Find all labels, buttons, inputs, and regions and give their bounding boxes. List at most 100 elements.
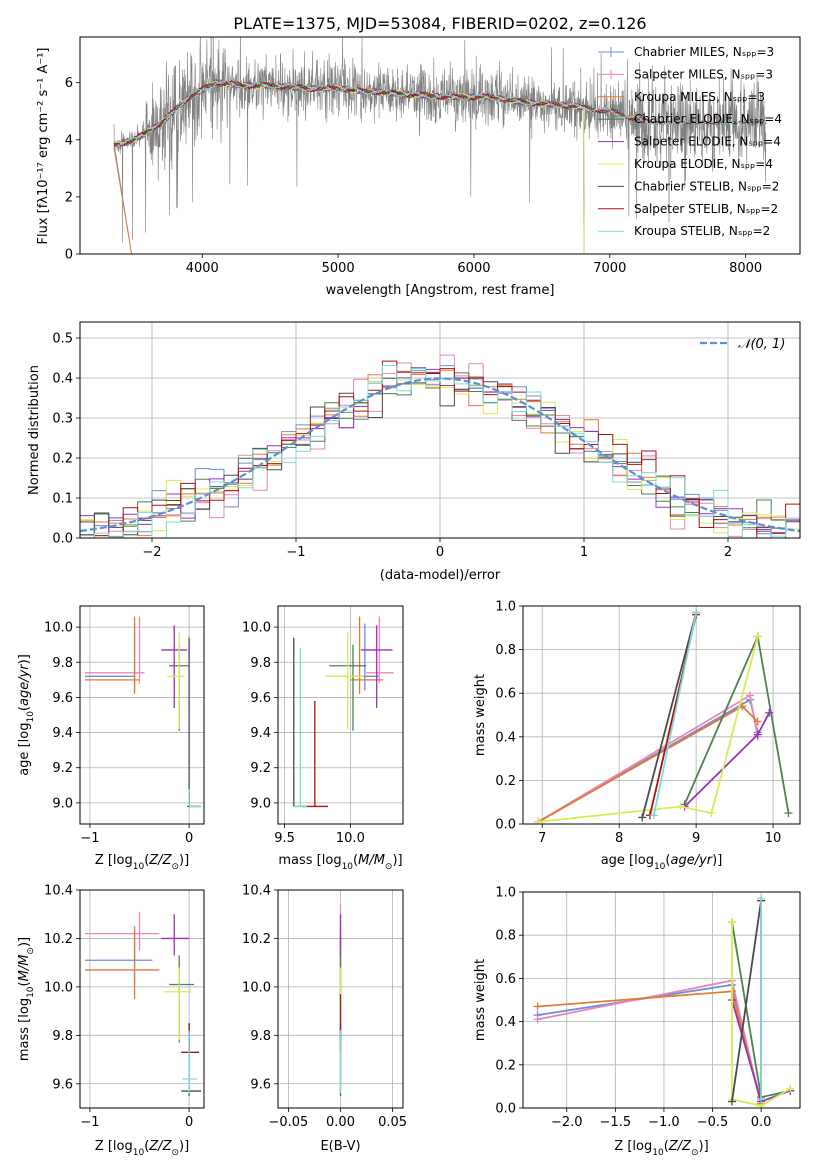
y-tick-label: 9.8	[52, 1029, 73, 1044]
x-tick-label: 8000	[729, 261, 762, 276]
errorbar-kroupa-stelib	[293, 648, 307, 808]
errorbar-kroupa-miles	[84, 616, 140, 694]
figure-title: PLATE=1375, MJD=53084, FIBERID=0202, z=0…	[233, 14, 646, 33]
series-line	[731, 922, 791, 1107]
legend-label: 𝒩(0, 1)	[738, 337, 785, 352]
y-tick-label: 0.3	[52, 412, 73, 427]
x-tick-label: 0.0	[751, 1115, 772, 1130]
legend-label: Kroupa ELODIE, Nₛₚₚ=4	[634, 157, 773, 171]
weight-vs-age-plot-area	[534, 608, 793, 824]
x-tick-label: −1	[286, 545, 305, 560]
series-kroupa-elodie	[534, 632, 762, 824]
legend-label: Kroupa MILES, Nₛₚₚ=3	[634, 90, 765, 104]
y-tick-label: 0.0	[52, 532, 73, 547]
series-line	[537, 979, 762, 1107]
observed-spectrum-line	[113, 37, 767, 244]
y-tick-label: 0.4	[52, 372, 73, 387]
spectrum-plot-area	[113, 37, 767, 254]
series-salpeter-miles	[533, 976, 766, 1108]
series-kroupa-stelib	[649, 608, 701, 820]
histogram-chabrier-stelib	[80, 367, 800, 536]
legend-label: Salpeter ELODIE, Nₛₚₚ=4	[634, 135, 781, 149]
x-tick-label: −1	[80, 1115, 99, 1130]
age-vs-Z-axes: −1 0 9.0 9.2 9.4 9.6 9.8 10.0	[44, 605, 205, 846]
y-axis-label: Flux [fλ10⁻¹⁷ erg cm⁻² s⁻¹ A⁻¹]	[36, 48, 51, 245]
x-tick-label: 4000	[186, 261, 219, 276]
y-tick-label: 0.0	[495, 1102, 516, 1117]
y-tick-label: 9.6	[250, 1077, 271, 1092]
y-tick-label: 0.4	[495, 730, 516, 745]
axes-frame	[277, 605, 404, 825]
x-axis-label: wavelength [Angstrom, rest frame]	[326, 283, 555, 298]
y-tick-label: 0.1	[52, 492, 73, 507]
y-tick-label: 9.0	[250, 796, 271, 811]
errorbar-salpeter-elodie	[360, 625, 393, 708]
y-tick-label: 9.2	[52, 761, 73, 776]
y-tick-label: 0.4	[495, 1015, 516, 1030]
legend-label: Chabrier ELODIE, Nₛₚₚ=4	[634, 112, 782, 126]
y-tick-label: 0.6	[495, 972, 516, 987]
x-axis-label: Z [log10(Z/Z⊙)]	[95, 853, 189, 872]
series-chabrier-elodie	[680, 632, 793, 818]
model-spectrum-kroupa-stelib	[113, 79, 767, 148]
gaussian-curve	[80, 377, 800, 533]
errorbar-kroupa-miles	[84, 926, 160, 999]
age-vs-Z-plot-area	[84, 616, 202, 808]
series-line	[641, 612, 697, 818]
errorbar-salpeter-stelib	[181, 1023, 200, 1053]
age-vs-mass-plot-area	[293, 616, 394, 808]
mass-vs-Z-plot-area	[84, 911, 202, 1096]
y-axis-label: mass weight	[473, 674, 488, 756]
weight-vs-age-axes: 7 8 9 10 0.0 0.2 0.4 0.6 0.8 1.0	[495, 600, 801, 846]
y-tick-label: 0.0	[495, 818, 516, 833]
x-tick-label: 6000	[457, 261, 490, 276]
y-tick-label: 9.8	[250, 656, 271, 671]
errorbar-salpeter-miles	[84, 911, 160, 951]
y-tick-label: 10.0	[44, 621, 73, 636]
y-tick-label: 10.4	[44, 884, 73, 899]
residuals-plot-area	[80, 354, 800, 538]
series-line	[537, 983, 762, 1104]
errorbar-kroupa-elodie	[325, 632, 364, 730]
errorbar-salpeter-elodie	[161, 914, 190, 956]
y-tick-label: 10.0	[242, 980, 271, 995]
y-tick-label: 10.0	[242, 621, 271, 636]
y-tick-label: 9.0	[52, 796, 73, 811]
y-tick-label: 0	[65, 248, 73, 263]
series-salpeter-elodie	[680, 708, 774, 811]
y-tick-label: 1.0	[495, 600, 516, 615]
x-tick-label: 10	[765, 831, 782, 846]
y-tick-label: 0.6	[495, 687, 516, 702]
errorbar-kroupa-miles	[350, 616, 384, 694]
x-axis-label: mass [log10(M/M⊙)]	[278, 853, 402, 872]
y-tick-label: 10.4	[242, 884, 271, 899]
series-line	[652, 612, 697, 816]
histogram-kroupa-stelib	[80, 365, 800, 538]
errorbar-chabrier-stelib	[181, 1023, 202, 1096]
y-axis-label: age [log10(age/yr)]	[17, 654, 36, 776]
x-tick-label: −1.0	[648, 1115, 680, 1130]
axes-frame	[79, 36, 801, 255]
y-tick-label: 9.8	[250, 1029, 271, 1044]
series-kroupa-stelib	[757, 894, 766, 1104]
errorbar-kroupa-stelib	[182, 1030, 198, 1094]
y-tick-label: 0.8	[495, 643, 516, 658]
x-tick-label: 9.5	[274, 831, 295, 846]
errorbar-salpeter-stelib	[188, 788, 200, 808]
axes-frame	[522, 891, 801, 1109]
errorbar-salpeter-miles	[84, 616, 145, 684]
age-vs-mass-axes: 9.5 10.0 9.0 9.2 9.4 9.6 9.8 10.0	[242, 605, 404, 846]
x-tick-label: 8	[615, 831, 623, 846]
errorbar-kroupa-stelib	[188, 788, 202, 808]
y-tick-label: 9.4	[250, 726, 271, 741]
y-tick-label: 10.2	[44, 932, 73, 947]
spectrum-axes: 4000 5000 6000 7000 8000 0 2 4 6	[65, 36, 801, 276]
series-line	[538, 636, 759, 823]
y-tick-label: 9.6	[52, 691, 73, 706]
errorbar-salpeter-stelib	[301, 700, 328, 808]
x-tick-label: 0	[436, 545, 444, 560]
x-tick-label: 5000	[322, 261, 355, 276]
x-tick-label: 0	[185, 831, 193, 846]
errorbar-chabrier-miles	[84, 931, 153, 985]
